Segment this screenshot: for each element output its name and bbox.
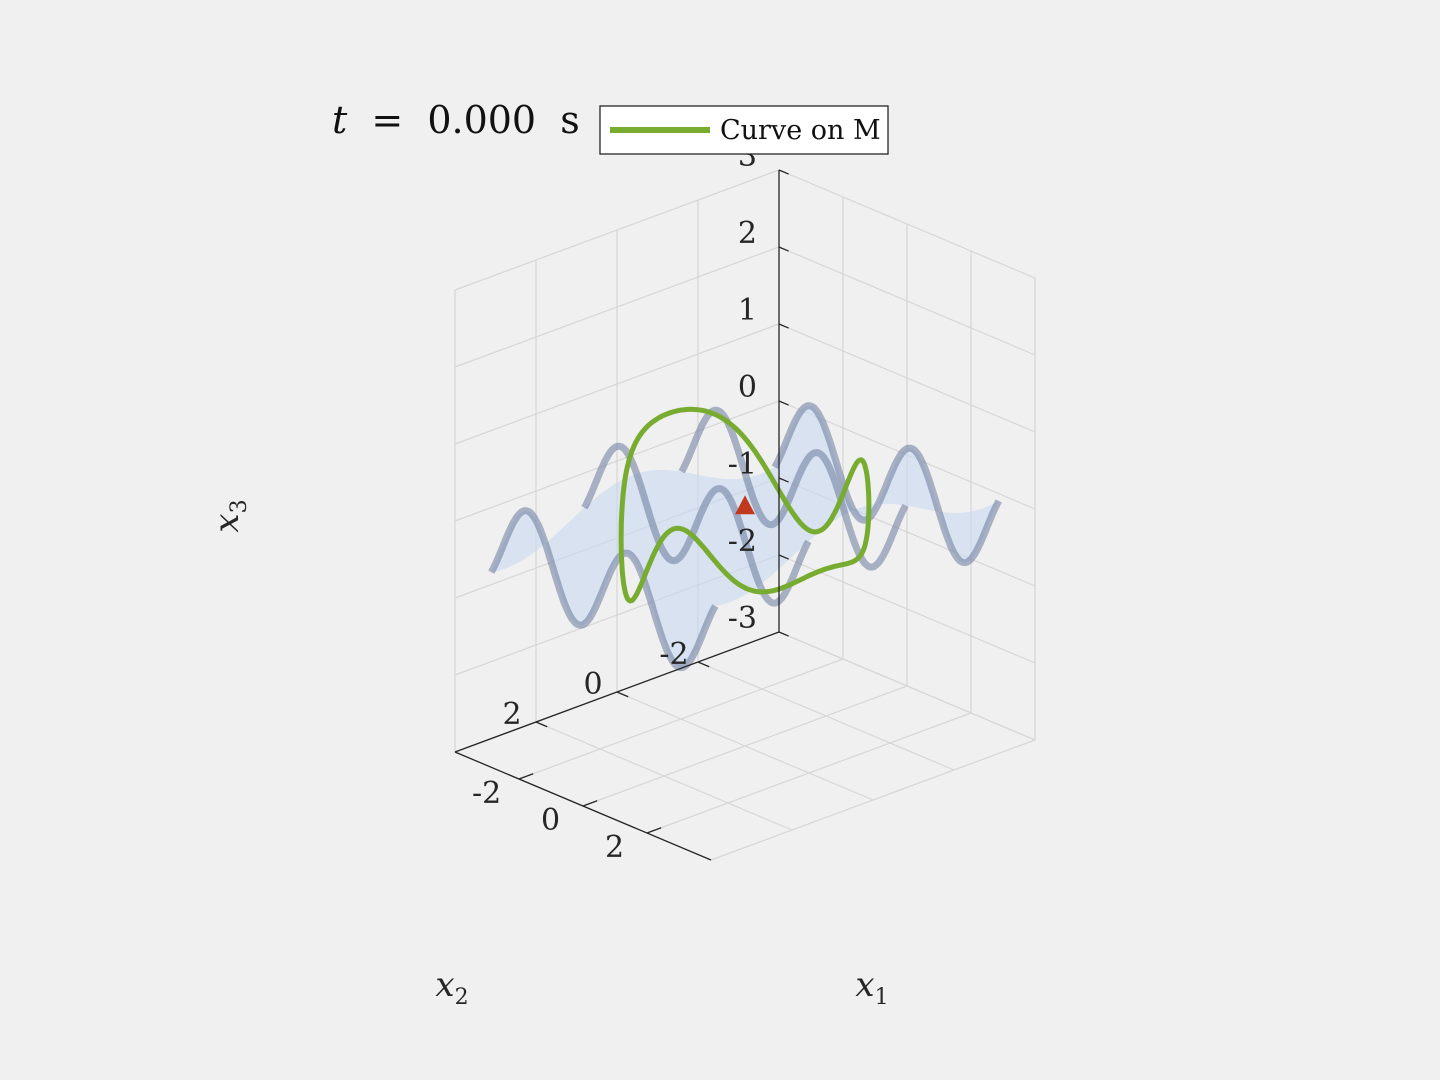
x3-tick: [778, 631, 789, 637]
x3-tick: [778, 323, 789, 329]
x3-axis-label-sub: 3: [227, 499, 252, 513]
title-eq: =: [371, 98, 403, 142]
x1-tick-label: -2: [472, 776, 501, 811]
x3-tick-label: 2: [738, 216, 757, 251]
curve-on-m: [618, 406, 872, 604]
floor-grid-x2: [535, 721, 793, 831]
surface-ridge: [771, 402, 1002, 567]
x1-tick: [518, 773, 534, 780]
x1-axis-label-sub: 1: [875, 985, 889, 1010]
floor-grid-x2: [616, 691, 874, 801]
x2-tick-label: 2: [502, 697, 521, 732]
chart-title: t = 0.000 s: [332, 98, 580, 142]
x3-tick: [778, 169, 789, 175]
x2-tick: [535, 721, 548, 728]
title-var: t: [332, 98, 348, 142]
surface-layer: [488, 402, 1002, 672]
x3-tick-label: -2: [728, 524, 757, 559]
title-unit: s: [560, 98, 580, 142]
curve-layer: [618, 406, 872, 604]
x2-axis-label: x2: [435, 965, 468, 1010]
x1-axis-label-base: x: [855, 965, 874, 1005]
x2-axis-label-sub: 2: [455, 985, 469, 1010]
surface-ridge: [581, 442, 812, 607]
legend-label: Curve on M: [720, 115, 881, 146]
x1-axis-label: x1: [855, 965, 888, 1010]
surface-ridge: [678, 406, 909, 571]
title-value: 0.000: [427, 98, 536, 142]
x3-axis-label: x3: [207, 499, 252, 532]
x2-tick-label: -2: [659, 637, 688, 672]
marker-triangle: [735, 495, 755, 515]
x2-tick: [697, 661, 710, 668]
floor-grid-x2: [697, 661, 955, 771]
x3-tick-label: -3: [728, 601, 757, 636]
x3-tick: [778, 400, 789, 406]
legend[interactable]: Curve on M: [599, 105, 889, 155]
x1-tick: [646, 827, 662, 834]
x2-axis-label-base: x: [435, 965, 454, 1005]
x3-tick-label: -1: [728, 447, 757, 482]
x3-tick: [778, 246, 789, 252]
x1-tick: [582, 800, 598, 807]
x1-tick-label: 2: [605, 830, 624, 865]
x3-tick: [778, 554, 789, 560]
x3-tick-label: 1: [738, 293, 757, 328]
axis-layer: [454, 169, 789, 861]
x3-tick: [778, 477, 789, 483]
x2-tick: [616, 691, 629, 698]
x3-axis-label-base: x: [207, 513, 247, 532]
x3-tick-label: 0: [738, 370, 757, 405]
surface-ridge: [488, 507, 719, 672]
x1-tick-label: 0: [541, 803, 560, 838]
x2-tick-label: 0: [583, 667, 602, 702]
